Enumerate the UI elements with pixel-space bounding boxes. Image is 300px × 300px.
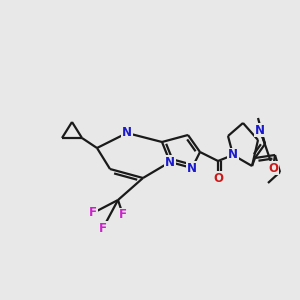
Text: N: N	[228, 148, 238, 161]
Text: O: O	[213, 172, 223, 184]
Text: F: F	[89, 206, 97, 220]
Text: N: N	[255, 124, 265, 136]
Text: N: N	[187, 161, 197, 175]
Text: N: N	[122, 127, 132, 140]
Text: O: O	[268, 161, 278, 175]
Text: F: F	[99, 221, 107, 235]
Text: N: N	[165, 155, 175, 169]
Text: F: F	[119, 208, 127, 221]
